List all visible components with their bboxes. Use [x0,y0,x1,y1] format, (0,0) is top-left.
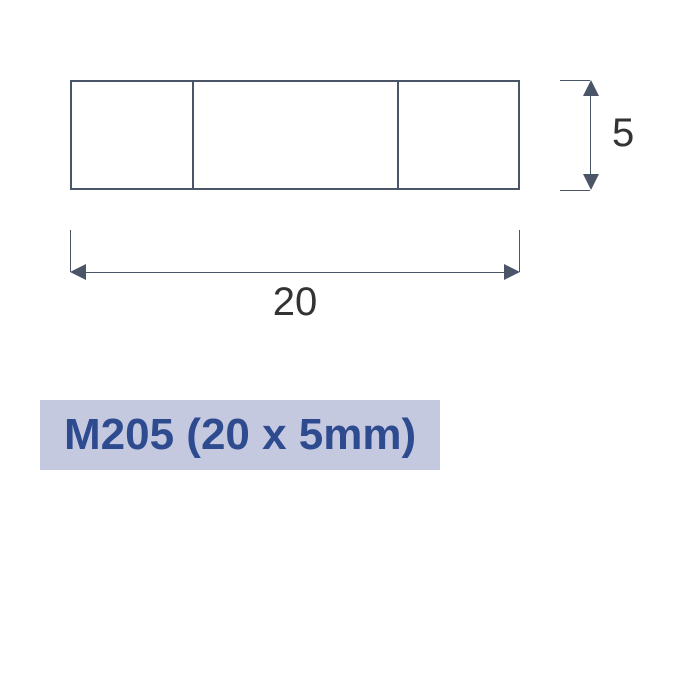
arrowhead-icon [583,174,599,190]
fuse-end-cap-left [72,82,194,188]
height-dimension: 5 [560,60,680,210]
dimension-line [84,272,506,273]
fuse-end-cap-right [397,82,519,188]
product-caption: M205 (20 x 5mm) [40,400,440,470]
height-value: 5 [612,111,634,156]
width-dimension: 20 [70,230,520,350]
arrowhead-icon [504,264,520,280]
dimension-line [590,94,591,176]
fuse-outline [70,80,520,190]
caption-text: M205 (20 x 5mm) [64,410,416,459]
arrowhead-icon [583,80,599,96]
extension-line [560,190,590,191]
width-value: 20 [70,280,520,325]
fuse-body [194,82,397,188]
